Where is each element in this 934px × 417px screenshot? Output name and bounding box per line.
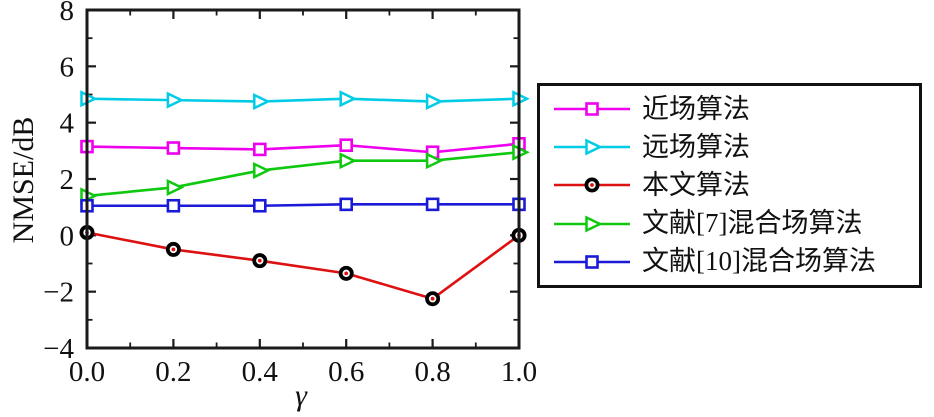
legend-item-ref7-mixed: 文献[7]混合场算法 <box>552 210 915 237</box>
axis-ticks <box>85 8 521 350</box>
series-4 <box>80 197 526 213</box>
x-tick-label: 0.4 <box>242 356 279 388</box>
y-tick-label: 4 <box>60 108 75 140</box>
plot-frame <box>85 8 521 350</box>
x-tick-labels: 0.0 0.2 0.4 0.6 0.8 1.0 <box>69 356 537 388</box>
x-tick-label: 0.6 <box>328 356 364 388</box>
x-tick-label: 0.2 <box>155 356 191 388</box>
y-tick-labels: 8 6 4 2 0 −2 −4 <box>43 0 74 365</box>
x-tick-label: 0.0 <box>69 356 105 388</box>
legend-label: 近场算法 <box>642 93 750 124</box>
legend-label: 远场算法 <box>642 131 750 162</box>
series-3 <box>80 143 530 205</box>
legend-label: 本文算法 <box>642 169 750 200</box>
legend-item-near-field: 近场算法 <box>552 93 915 124</box>
series-2 <box>79 225 527 307</box>
legend-sample-square-magenta <box>554 102 630 116</box>
x-tick-label: 1.0 <box>501 356 537 388</box>
y-tick-label: 0 <box>60 220 75 252</box>
legend-sample-square-blue <box>554 255 630 269</box>
series-1 <box>80 90 530 111</box>
legend-sample-triangle-cyan <box>554 138 630 156</box>
legend-item-ref10-mixed: 文献[10]混合场算法 <box>552 248 915 275</box>
legend-sample-triangle-green <box>554 215 630 233</box>
x-tick-label: 0.8 <box>414 356 450 388</box>
series-0 <box>80 136 526 160</box>
x-axis-title: γ <box>295 379 307 412</box>
y-tick-label: 8 <box>60 0 75 27</box>
y-tick-label: 6 <box>60 51 75 83</box>
legend-sample-circle-red <box>554 177 630 193</box>
legend-item-proposed: 本文算法 <box>552 169 915 200</box>
y-tick-label: −2 <box>43 277 74 309</box>
legend-item-far-field: 远场算法 <box>552 131 915 162</box>
y-axis-title: NMSE/dB <box>7 116 40 244</box>
legend-label: 文献[10]混合场算法 <box>642 246 876 277</box>
legend: 近场算法 远场算法 本文算法 文献[7]混合场算法 文献[10]混合场算法 <box>537 83 922 288</box>
y-tick-label: 2 <box>60 164 75 196</box>
legend-label: 文献[7]混合场算法 <box>642 208 863 239</box>
y-tick-label: −4 <box>43 333 74 365</box>
